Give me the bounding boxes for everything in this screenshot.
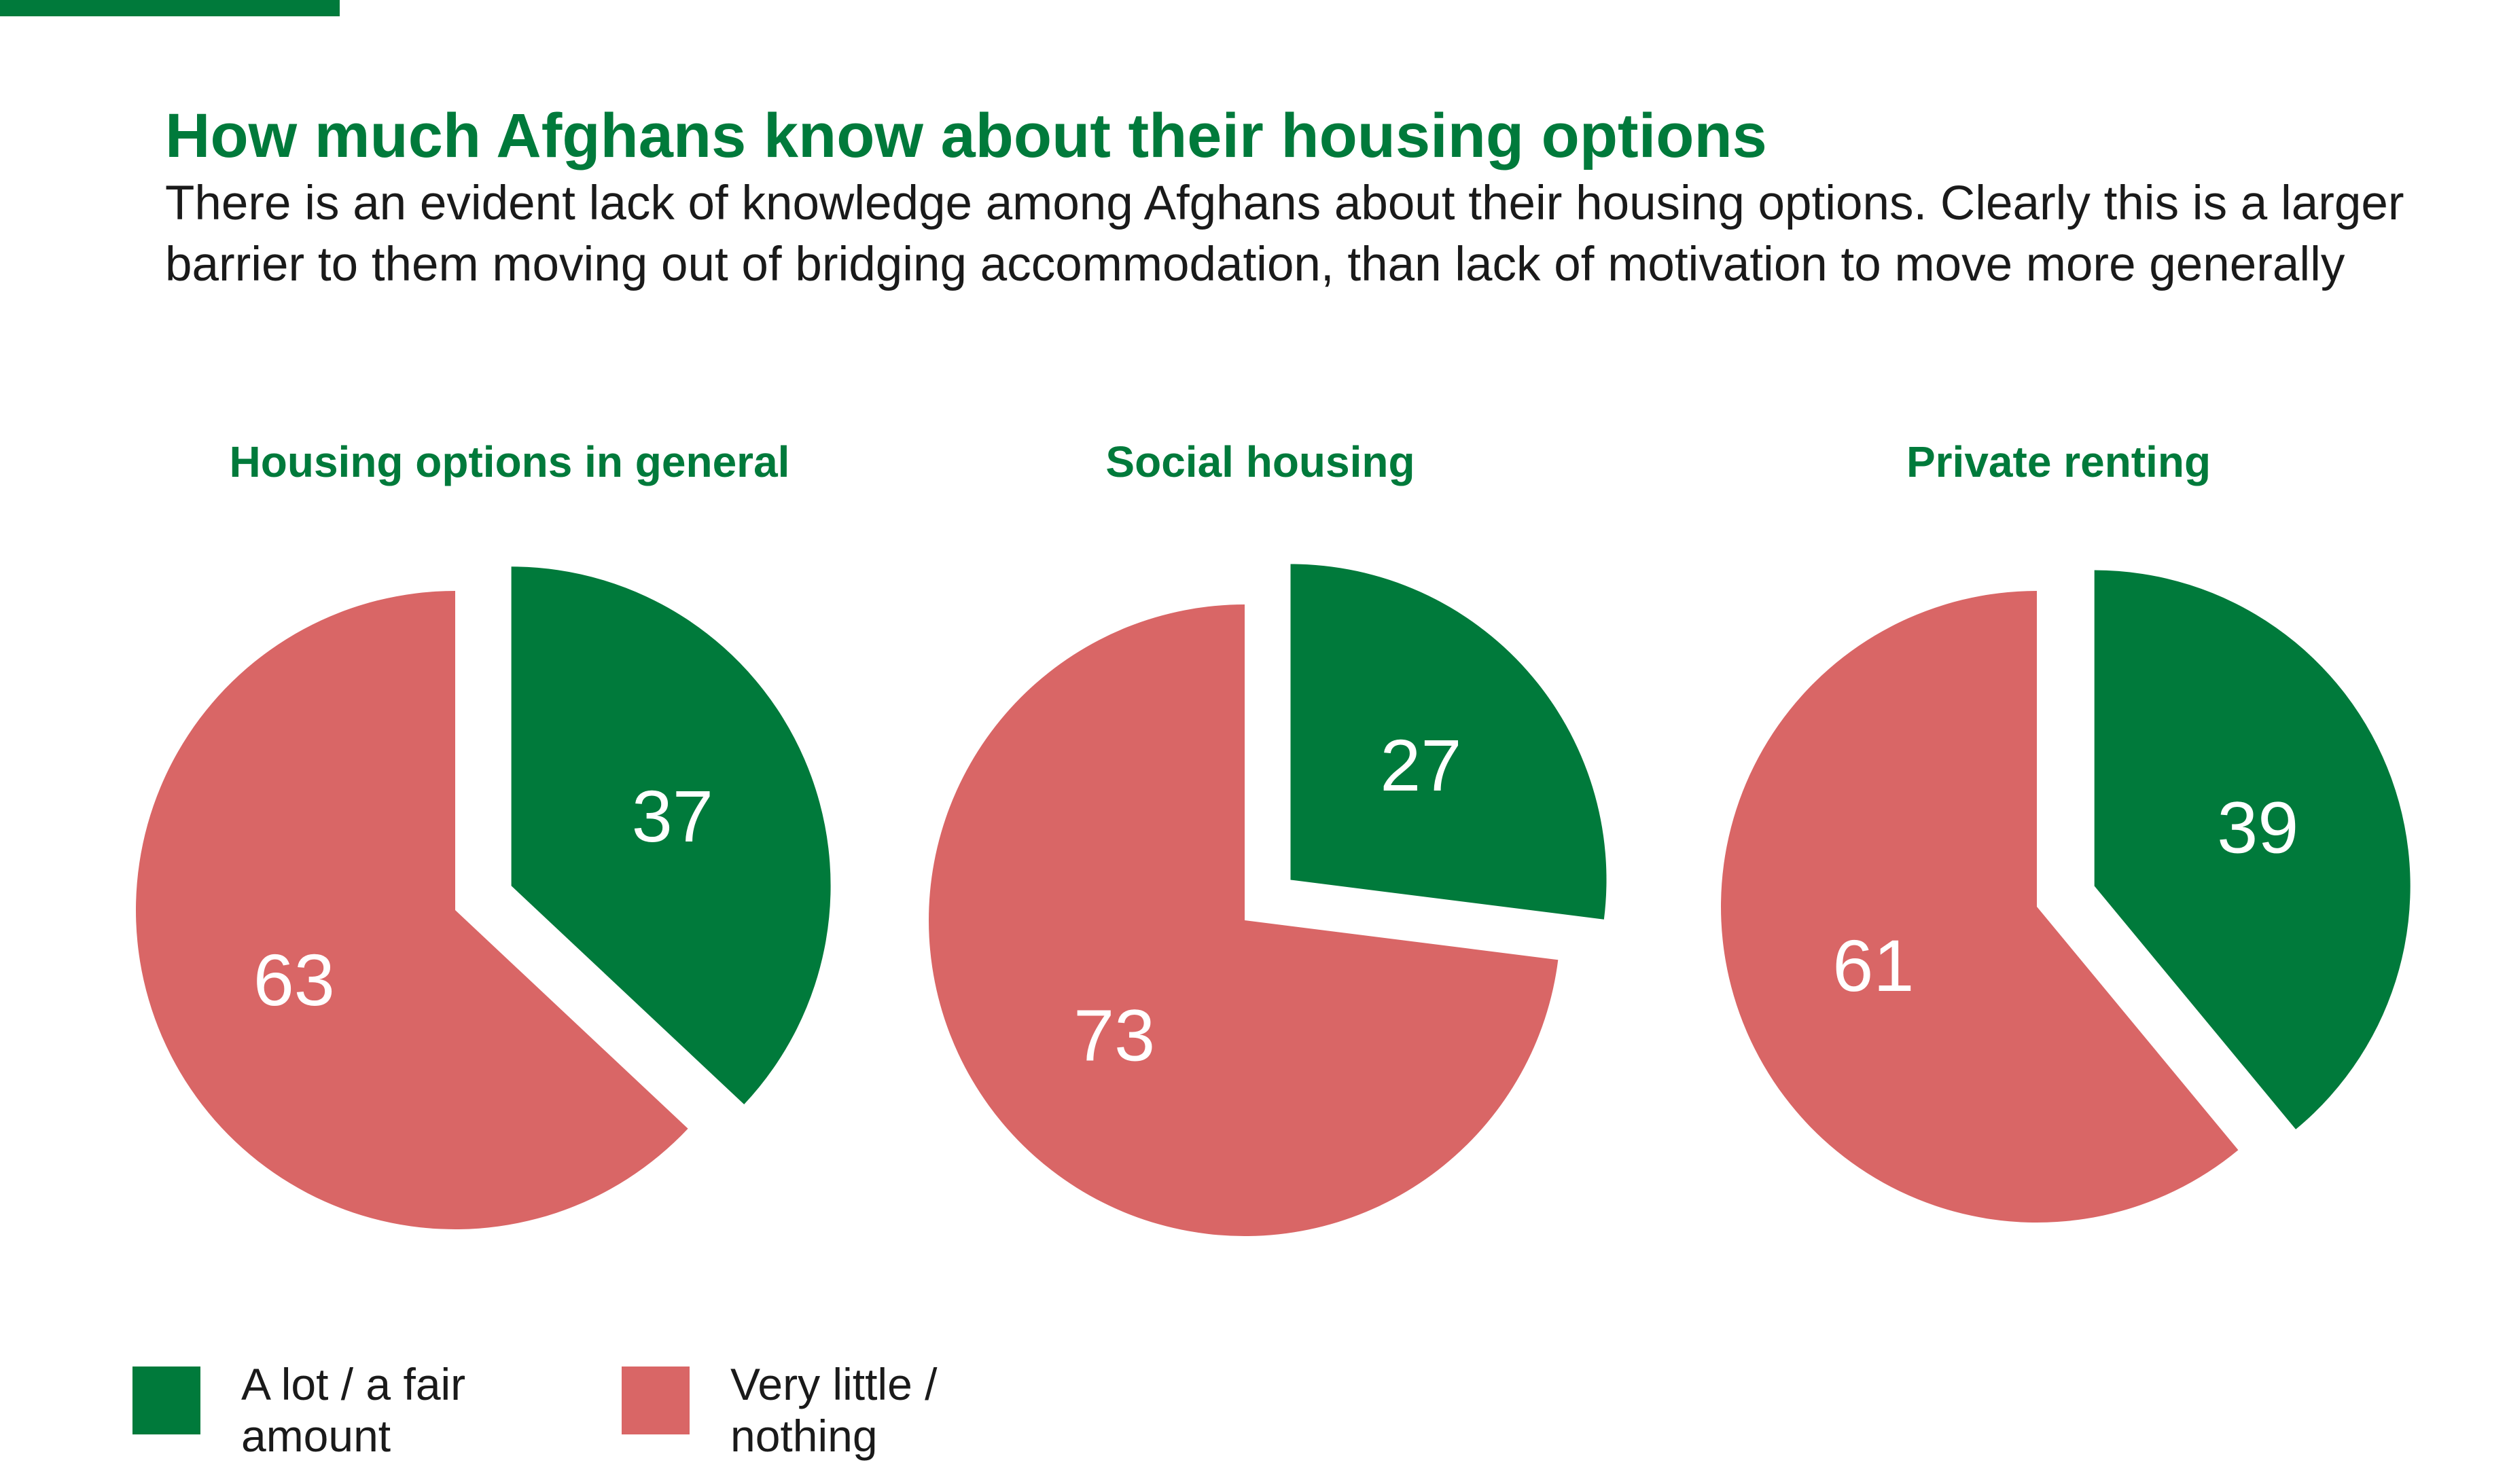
pie-label-private-renting-a-lot: 39 xyxy=(2217,786,2298,868)
pie-slice-housing-general-very-little xyxy=(135,591,688,1229)
chart-title: How much Afghans know about their housin… xyxy=(165,101,1767,170)
pie-title-housing-general: Housing options in general xyxy=(229,437,790,486)
pie-slice-private-renting-a-lot xyxy=(2094,570,2411,1129)
pie-label-private-renting-very-little: 61 xyxy=(1832,924,1914,1007)
pie-label-social-housing-very-little: 73 xyxy=(1073,994,1155,1076)
pie-title-social-housing: Social housing xyxy=(1105,437,1415,486)
chart-subtitle: There is an evident lack of knowledge am… xyxy=(165,177,2404,291)
legend-swatch-very-little xyxy=(622,1367,690,1434)
pie-slice-social-housing-a-lot xyxy=(1290,564,1607,920)
pie-label-housing-general-a-lot: 37 xyxy=(632,775,713,857)
legend-label-very-little: Very little / nothing xyxy=(730,1359,938,1461)
pie-slice-private-renting-very-little xyxy=(1721,591,2239,1223)
legend-label-a-lot: A lot / a fair amount xyxy=(241,1359,466,1461)
pie-slice-housing-general-a-lot xyxy=(511,566,831,1104)
pie-title-private-renting: Private renting xyxy=(1906,437,2211,486)
legend-swatch-a-lot xyxy=(132,1367,200,1434)
pie-slice-social-housing-very-little xyxy=(928,604,1559,1237)
pie-label-housing-general-very-little: 63 xyxy=(253,939,335,1021)
top-accent-rule xyxy=(0,0,340,16)
pie-label-social-housing-a-lot: 27 xyxy=(1380,724,1461,806)
